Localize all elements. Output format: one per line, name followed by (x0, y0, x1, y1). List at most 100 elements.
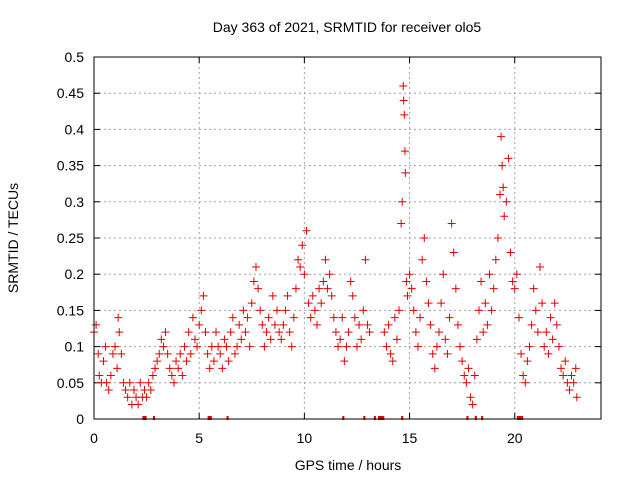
data-point (504, 154, 513, 163)
data-point (108, 349, 117, 358)
data-point (390, 313, 399, 322)
data-point (432, 342, 441, 351)
data-point (538, 299, 547, 308)
data-point (338, 313, 347, 322)
data-point (392, 335, 401, 344)
data-point (125, 378, 134, 387)
y-tick-label: 0.1 (65, 339, 85, 355)
data-point (325, 270, 334, 279)
data-point (497, 132, 506, 141)
data-point (155, 349, 164, 358)
data-point (388, 357, 397, 366)
data-point (134, 400, 143, 409)
data-point (193, 342, 202, 351)
data-point (458, 357, 467, 366)
data-point (264, 313, 273, 322)
data-point (474, 306, 483, 315)
data-point (395, 306, 404, 315)
data-point (506, 248, 515, 257)
data-point (142, 393, 151, 402)
data-point (409, 306, 418, 315)
data-point (146, 386, 155, 395)
data-point (176, 349, 185, 358)
data-point (398, 197, 407, 206)
data-point (400, 110, 409, 119)
data-point (167, 371, 176, 380)
data-point (157, 335, 166, 344)
data-point (174, 364, 183, 373)
data-point (151, 364, 160, 373)
data-point (136, 378, 145, 387)
data-gap-markers (142, 416, 524, 420)
data-point (571, 364, 580, 373)
data-point (453, 320, 462, 329)
data-point (92, 320, 101, 329)
data-point (365, 328, 374, 337)
y-tick-label: 0.3 (65, 194, 85, 210)
data-point (430, 364, 439, 373)
data-point (399, 96, 408, 105)
data-point (439, 270, 448, 279)
data-point (230, 349, 239, 358)
data-point (101, 342, 110, 351)
data-point (245, 342, 254, 351)
data-point (407, 284, 416, 293)
data-point (565, 386, 574, 395)
data-point (386, 349, 395, 358)
data-point (121, 386, 130, 395)
data-point (502, 197, 511, 206)
data-point (144, 378, 153, 387)
data-point (239, 306, 248, 315)
data-point (441, 335, 450, 344)
data-point (350, 313, 359, 322)
data-point (216, 349, 225, 358)
data-point (268, 291, 277, 300)
data-point (468, 400, 477, 409)
data-point (445, 313, 454, 322)
data-point (205, 364, 214, 373)
x-tick-label: 15 (402, 430, 418, 446)
data-point (129, 386, 138, 395)
data-point (400, 147, 409, 156)
data-point (550, 299, 559, 308)
data-point (209, 357, 218, 366)
data-point (117, 349, 126, 358)
data-point (195, 320, 204, 329)
data-point (491, 255, 500, 264)
data-point (331, 328, 340, 337)
y-tick-label: 0.4 (65, 121, 85, 137)
data-point (533, 328, 542, 337)
data-point (102, 378, 111, 387)
gap-marker (226, 416, 229, 420)
chart-title: Day 363 of 2021, SRMTID for receiver olo… (213, 19, 482, 35)
data-point (291, 284, 300, 293)
data-point (203, 349, 212, 358)
data-point (456, 342, 465, 351)
data-point (317, 299, 326, 308)
data-point (399, 81, 408, 90)
gap-marker (373, 416, 376, 420)
data-point (304, 299, 313, 308)
data-point (161, 328, 170, 337)
data-point (294, 255, 303, 264)
data-point (348, 291, 357, 300)
data-point (184, 328, 193, 337)
data-point (226, 328, 235, 337)
y-tick-label: 0.5 (65, 49, 85, 65)
data-point (527, 320, 536, 329)
data-point (557, 364, 566, 373)
y-tick-label: 0.15 (57, 302, 84, 318)
data-point (241, 328, 250, 337)
data-point (306, 313, 315, 322)
data-point (470, 371, 479, 380)
data-point (512, 270, 521, 279)
data-point (418, 255, 427, 264)
data-point (426, 320, 435, 329)
data-point (312, 320, 321, 329)
data-point (529, 284, 538, 293)
data-point (262, 328, 271, 337)
data-point (327, 291, 336, 300)
data-point (462, 378, 471, 387)
data-point (315, 284, 324, 293)
